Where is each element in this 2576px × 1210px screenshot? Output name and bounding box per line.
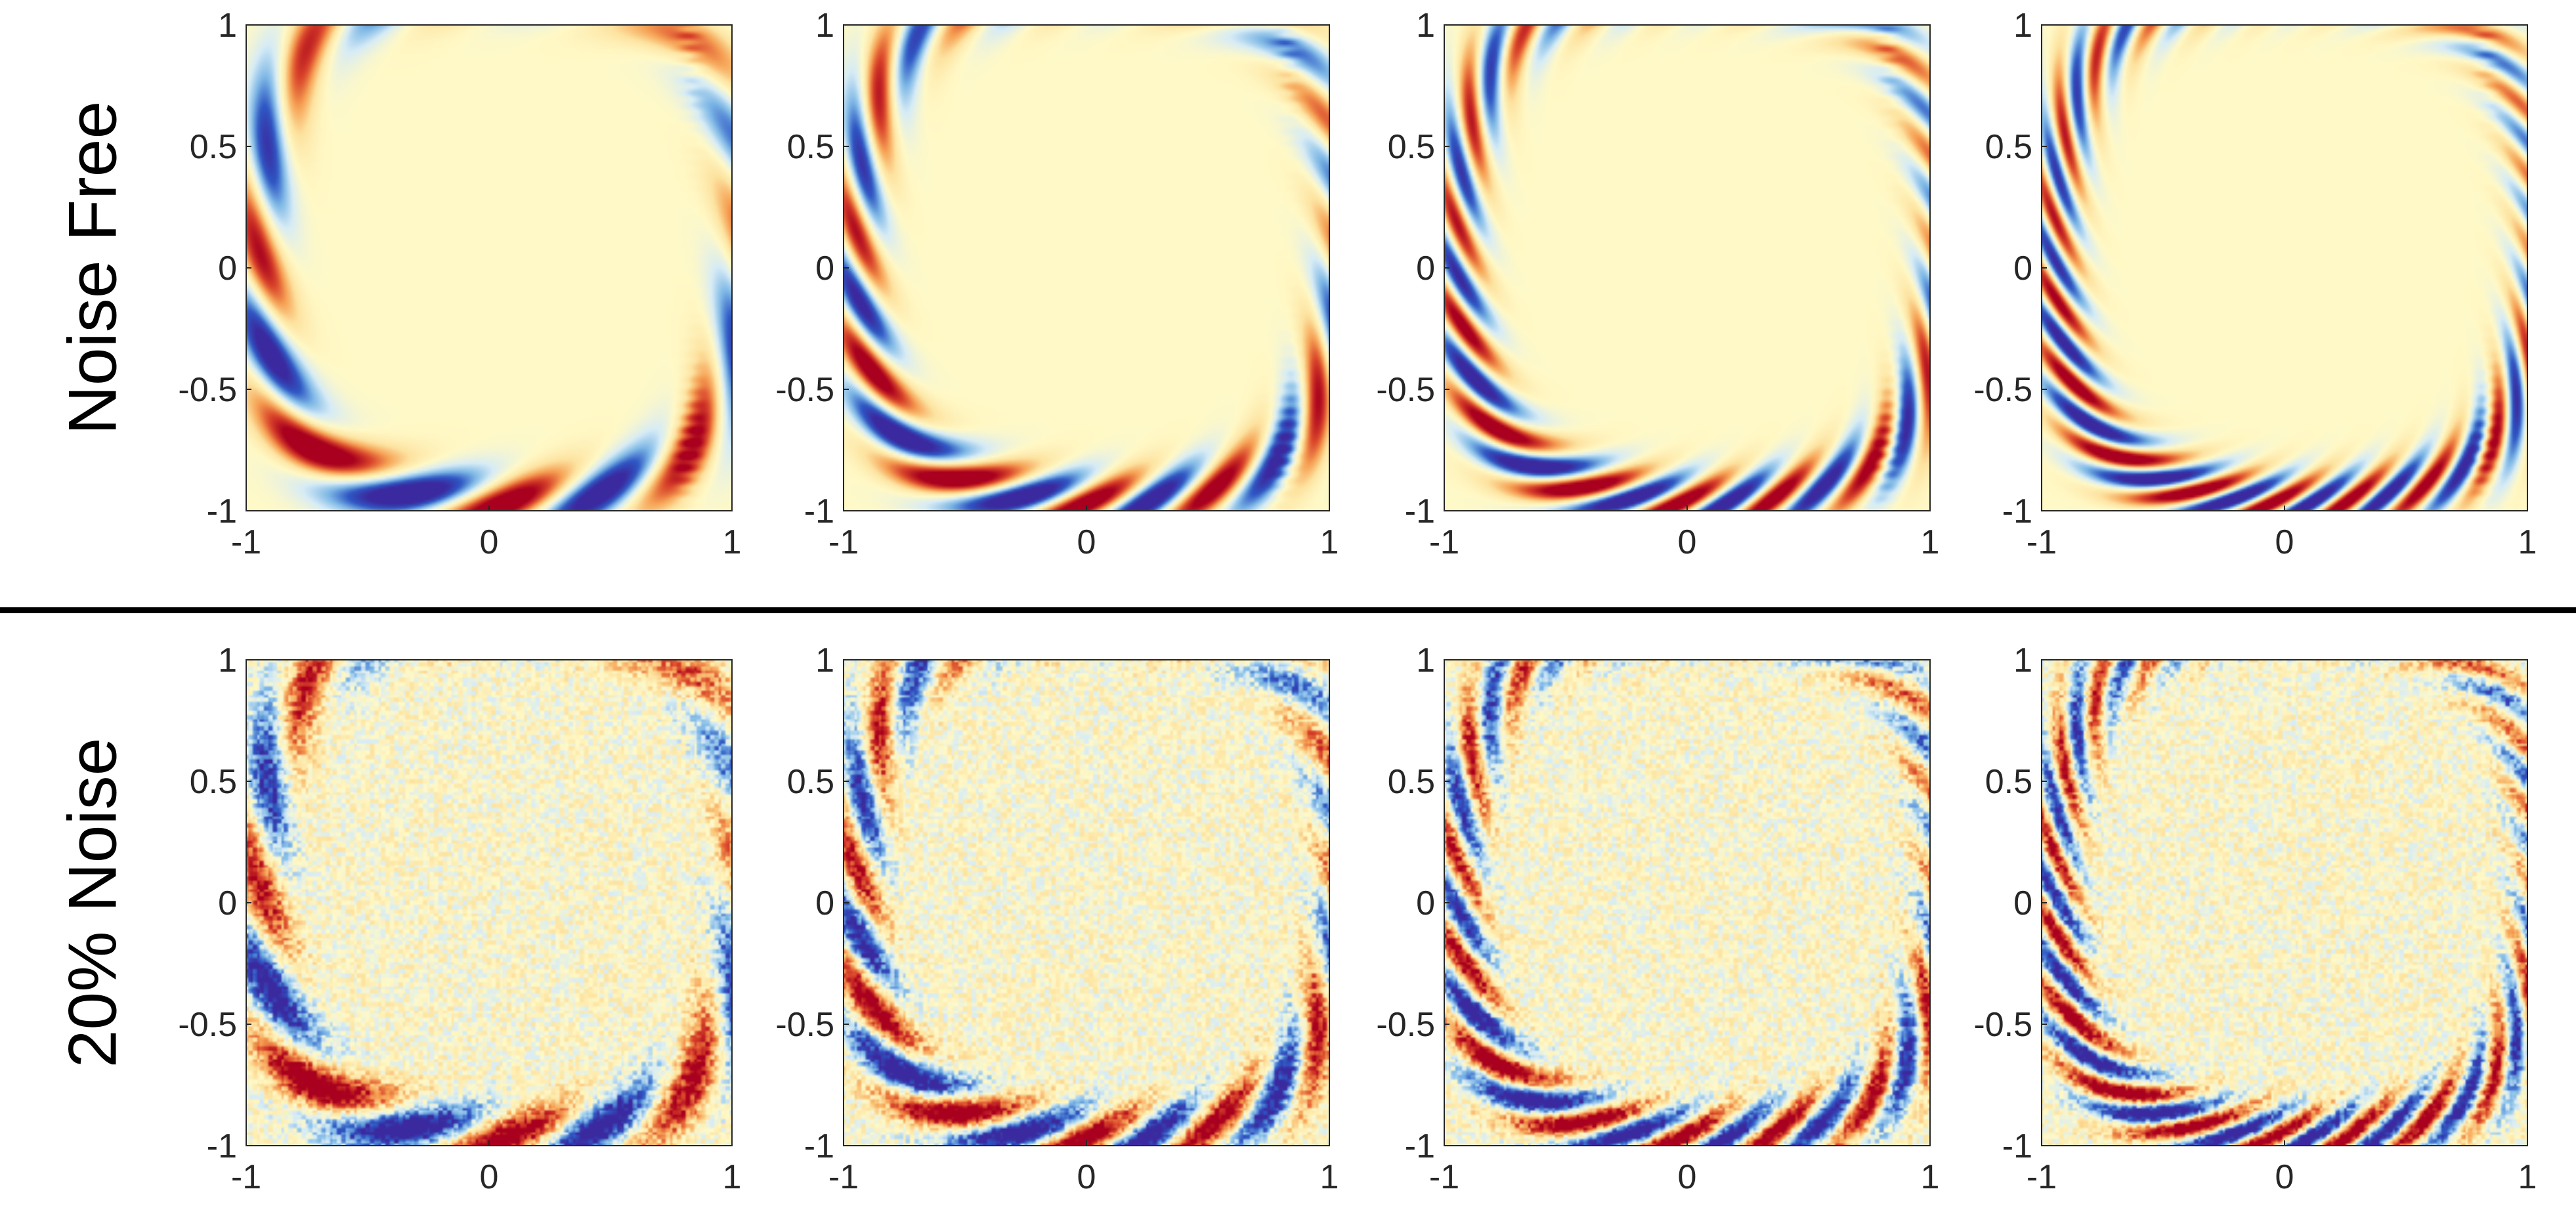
y-tick-label: 0.5 (1985, 763, 2032, 801)
y-tick-label: -0.5 (178, 1006, 237, 1044)
x-tick-label: -1 (828, 523, 859, 561)
x-tick-label: 0 (1077, 523, 1096, 561)
y-tick-label: 0 (815, 884, 834, 922)
x-tick-label: -1 (1429, 1158, 1459, 1196)
y-tick-label: 1 (1416, 641, 1435, 680)
y-tick-label: 1 (218, 7, 237, 45)
y-tick-label: -0.5 (1973, 371, 2032, 409)
y-tick-label: 1 (218, 641, 237, 680)
y-tick-label: -1 (1405, 492, 1435, 530)
y-tick-label: 0 (1416, 884, 1435, 922)
y-tick-label: -0.5 (178, 371, 237, 409)
y-tick-label: 0 (1416, 249, 1435, 288)
y-tick-label: -1 (1405, 1127, 1435, 1165)
y-tick-label: -0.5 (775, 371, 834, 409)
y-tick-label: 0.5 (190, 763, 237, 801)
heatmap-image (844, 25, 1329, 511)
x-tick-label: 0 (1678, 523, 1697, 561)
x-tick-label: 0 (2275, 1158, 2294, 1196)
x-tick-label: -1 (2027, 523, 2057, 561)
y-tick-label: 0.5 (1985, 128, 2032, 166)
y-tick-label: 0 (2013, 884, 2032, 922)
x-tick-label: 1 (1320, 523, 1339, 561)
x-tick-label: 0 (1678, 1158, 1697, 1196)
x-tick-label: -1 (828, 1158, 859, 1196)
x-tick-label: 1 (1320, 1158, 1339, 1196)
x-tick-label: 1 (1921, 1158, 1940, 1196)
x-tick-label: 1 (723, 523, 742, 561)
y-tick-label: -1 (804, 1127, 834, 1165)
y-tick-label: 0 (218, 884, 237, 922)
x-tick-label: 0 (2275, 523, 2294, 561)
y-tick-label: 1 (815, 7, 834, 45)
x-tick-label: 0 (480, 523, 499, 561)
x-tick-label: 1 (1921, 523, 1940, 561)
y-tick-label: 0 (2013, 249, 2032, 288)
x-tick-label: 1 (2518, 523, 2537, 561)
y-tick-label: 0.5 (787, 128, 834, 166)
y-tick-label: -1 (2002, 492, 2032, 530)
y-tick-label: 0 (218, 249, 237, 288)
y-tick-label: 0.5 (190, 128, 237, 166)
y-tick-label: 0 (815, 249, 834, 288)
heatmap-panel-2-4: -1 0 1 -1 -0.5 0 0.5 1 (1973, 641, 2537, 1196)
y-tick-label: -0.5 (1973, 1006, 2032, 1044)
y-tick-label: 1 (2013, 641, 2032, 680)
heatmap-image (844, 660, 1329, 1146)
heatmap-panel-1-2: -1 0 1 -1 -0.5 0 0.5 1 (775, 7, 1339, 561)
x-tick-label: 0 (480, 1158, 499, 1196)
y-tick-label: -0.5 (1376, 1006, 1435, 1044)
x-tick-label: -1 (2027, 1158, 2057, 1196)
x-tick-label: -1 (231, 523, 261, 561)
heatmap-panel-1-1: -1 0 1 -1 -0.5 0 0.5 1 (178, 7, 741, 561)
heatmap-image (2042, 660, 2527, 1146)
y-tick-label: 0.5 (1388, 128, 1435, 166)
y-tick-label: 1 (2013, 7, 2032, 45)
y-tick-label: -0.5 (775, 1006, 834, 1044)
y-tick-label: 1 (1416, 7, 1435, 45)
heatmap-image (246, 25, 732, 511)
heatmap-panel-1-4: -1 0 1 -1 -0.5 0 0.5 1 (1973, 7, 2537, 561)
y-tick-label: 0.5 (1388, 763, 1435, 801)
heatmap-panel-1-3: -1 0 1 -1 -0.5 0 0.5 1 (1376, 7, 1939, 561)
y-tick-label: -1 (2002, 1127, 2032, 1165)
x-tick-label: 1 (723, 1158, 742, 1196)
y-tick-label: -0.5 (1376, 371, 1435, 409)
heatmap-image (246, 660, 732, 1146)
x-tick-label: 1 (2518, 1158, 2537, 1196)
heatmap-panel-2-1: -1 0 1 -1 -0.5 0 0.5 1 (178, 641, 741, 1196)
heatmap-image (2042, 25, 2527, 511)
heatmap-image (1444, 660, 1930, 1146)
heatmap-image (1444, 25, 1930, 511)
y-tick-label: -1 (207, 1127, 237, 1165)
row-divider (0, 607, 2576, 613)
x-tick-label: -1 (231, 1158, 261, 1196)
y-tick-label: -1 (804, 492, 834, 530)
y-tick-label: 1 (815, 641, 834, 680)
y-tick-label: -1 (207, 492, 237, 530)
y-tick-label: 0.5 (787, 763, 834, 801)
heatmap-panel-2-2: -1 0 1 -1 -0.5 0 0.5 1 (775, 641, 1339, 1196)
x-tick-label: -1 (1429, 523, 1459, 561)
x-tick-label: 0 (1077, 1158, 1096, 1196)
heatmap-panel-2-3: -1 0 1 -1 -0.5 0 0.5 1 (1376, 641, 1939, 1196)
